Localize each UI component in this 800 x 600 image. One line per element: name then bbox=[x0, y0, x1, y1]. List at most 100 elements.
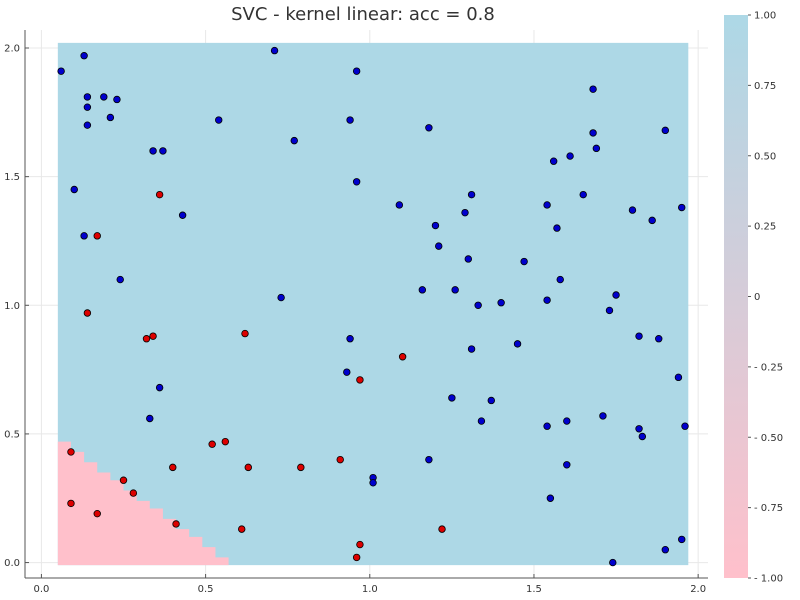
colorbar-tick-label: 1.00 bbox=[754, 11, 776, 22]
data-point-class-negative bbox=[172, 520, 180, 528]
data-point-class-negative bbox=[67, 448, 75, 456]
data-point-class-negative bbox=[352, 553, 361, 562]
colorbar-tick-label: 0.25 bbox=[754, 222, 776, 233]
colorbar-tick-label: 0 bbox=[754, 292, 760, 303]
data-point-class-positive bbox=[448, 394, 456, 402]
data-point-class-positive bbox=[352, 178, 361, 186]
data-point-class-positive bbox=[83, 103, 92, 111]
data-point-class-positive bbox=[346, 116, 354, 124]
data-point-class-positive bbox=[116, 275, 124, 284]
data-point-class-positive bbox=[648, 216, 656, 225]
data-point-class-positive bbox=[467, 190, 476, 199]
data-point-class-negative bbox=[169, 463, 177, 472]
data-point-class-positive bbox=[149, 147, 157, 155]
colorbar-tick-label: - 0.75 bbox=[754, 503, 783, 514]
colorbar-tick-label: - 1.00 bbox=[754, 574, 783, 585]
data-point-class-positive bbox=[215, 116, 223, 124]
data-point-class-negative bbox=[83, 309, 92, 317]
x-tick-label: 0.5 bbox=[198, 584, 214, 595]
data-point-class-positive bbox=[106, 113, 115, 122]
data-point-class-positive bbox=[520, 257, 528, 266]
data-point-class-positive bbox=[57, 67, 65, 75]
data-point-class-positive bbox=[467, 345, 476, 353]
data-point-class-positive bbox=[599, 412, 607, 420]
data-point-class-positive bbox=[113, 95, 121, 104]
data-point-class-positive bbox=[435, 242, 443, 250]
data-point-class-positive bbox=[159, 147, 167, 155]
data-point-class-positive bbox=[425, 124, 433, 132]
data-point-class-positive bbox=[277, 293, 285, 302]
data-point-class-positive bbox=[678, 535, 686, 544]
data-point-class-positive bbox=[290, 136, 298, 145]
data-point-class-positive bbox=[628, 206, 637, 214]
data-point-class-positive bbox=[369, 479, 377, 487]
data-point-class-positive bbox=[100, 93, 108, 101]
data-point-class-positive bbox=[546, 494, 555, 502]
data-point-class-positive bbox=[556, 275, 564, 284]
y-tick-label: 2.0 bbox=[4, 44, 20, 55]
data-point-class-negative bbox=[221, 437, 230, 446]
data-point-class-positive bbox=[566, 152, 574, 160]
data-point-class-positive bbox=[497, 299, 505, 307]
data-point-class-negative bbox=[297, 463, 305, 472]
x-tick-label: 2.0 bbox=[690, 584, 706, 595]
data-point-class-positive bbox=[83, 121, 92, 129]
data-point-class-positive bbox=[464, 255, 472, 263]
data-point-class-positive bbox=[343, 368, 351, 376]
data-point-class-positive bbox=[655, 335, 663, 343]
data-point-class-positive bbox=[661, 545, 670, 554]
chart-title: SVC - kernel linear: acc = 0.8 bbox=[231, 4, 495, 25]
data-point-class-positive bbox=[270, 46, 279, 55]
data-point-class-negative bbox=[67, 499, 75, 508]
data-point-class-positive bbox=[451, 286, 459, 294]
data-point-class-negative bbox=[336, 455, 344, 464]
data-point-class-negative bbox=[438, 525, 446, 533]
data-point-class-negative bbox=[142, 335, 151, 343]
data-point-class-positive bbox=[178, 211, 187, 219]
data-point-class-positive bbox=[549, 157, 558, 165]
data-point-class-positive bbox=[563, 417, 571, 425]
data-point-class-positive bbox=[352, 67, 361, 75]
colorbar-tick-label: - 0.50 bbox=[754, 433, 783, 444]
data-point-class-negative bbox=[93, 509, 101, 518]
data-point-class-positive bbox=[612, 291, 620, 299]
data-points bbox=[57, 46, 689, 567]
y-tick-label: 1.0 bbox=[4, 301, 20, 312]
data-point-class-positive bbox=[661, 126, 670, 135]
x-tick-label: 1.5 bbox=[526, 584, 542, 595]
data-point-class-positive bbox=[431, 221, 440, 230]
axes: 0.0 0.5 1.0 1.5 2.0 0.0 0.5 1.0 1.5 2.0 bbox=[4, 30, 708, 595]
data-point-class-negative bbox=[238, 525, 246, 533]
data-point-class-positive bbox=[609, 558, 617, 567]
data-point-class-positive bbox=[474, 301, 482, 309]
data-point-class-negative bbox=[356, 540, 364, 549]
data-point-class-positive bbox=[589, 129, 597, 137]
data-point-class-positive bbox=[346, 335, 354, 343]
data-point-class-positive bbox=[70, 185, 78, 194]
data-point-class-negative bbox=[119, 476, 128, 484]
colorbar-tick-label: 0.50 bbox=[754, 151, 776, 162]
data-point-class-negative bbox=[356, 376, 364, 384]
data-point-class-positive bbox=[543, 296, 551, 304]
positive-region bbox=[57, 42, 689, 566]
data-point-class-negative bbox=[129, 489, 138, 497]
data-point-class-negative bbox=[149, 332, 157, 340]
data-point-class-negative bbox=[208, 440, 216, 448]
decision-region bbox=[57, 42, 689, 566]
colorbar-tick-label: - 0.25 bbox=[754, 362, 783, 373]
y-tick-label: 1.5 bbox=[4, 172, 20, 183]
data-point-class-positive bbox=[146, 414, 154, 423]
data-point-class-positive bbox=[674, 373, 683, 382]
data-point-class-positive bbox=[543, 201, 551, 209]
data-point-class-positive bbox=[635, 425, 643, 433]
data-point-class-positive bbox=[477, 417, 486, 425]
y-tick-label: 0.0 bbox=[4, 558, 20, 569]
data-point-class-positive bbox=[155, 383, 164, 392]
colorbar-tick-label: 0.75 bbox=[754, 81, 776, 92]
data-point-class-positive bbox=[553, 224, 561, 232]
data-point-class-positive bbox=[461, 208, 469, 217]
data-point-class-positive bbox=[638, 432, 647, 441]
data-point-class-positive bbox=[395, 201, 404, 209]
data-point-class-negative bbox=[244, 463, 252, 472]
